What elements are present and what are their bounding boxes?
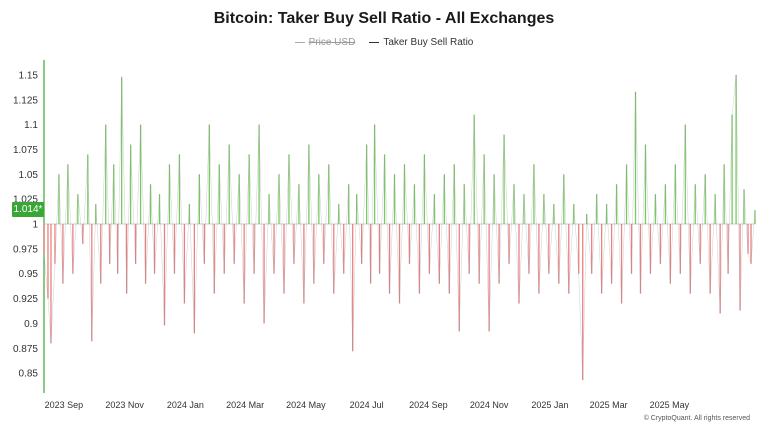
- legend-item-taker-ratio[interactable]: Taker Buy Sell Ratio: [369, 37, 473, 48]
- legend-item-price-usd[interactable]: Price USD: [294, 37, 356, 48]
- x-tick-label: 2024 Nov: [470, 400, 509, 410]
- y-tick-label: 0.85: [19, 369, 39, 380]
- x-tick-label: 2024 Jul: [350, 400, 384, 410]
- legend-swatch-taker-ratio: [369, 42, 380, 43]
- y-tick-label: 0.925: [13, 294, 38, 305]
- y-tick-label: 0.975: [13, 244, 38, 255]
- y-tick-label: 1.1: [24, 120, 38, 131]
- copyright-credit: © CryptoQuant. All rights reserved: [643, 415, 750, 422]
- x-tick-label: 2025 Jan: [531, 400, 568, 410]
- x-tick-label: 2023 Sep: [45, 400, 84, 410]
- current-value-badge: 1.014*: [12, 202, 44, 217]
- chart-title: Bitcoin: Taker Buy Sell Ratio - All Exch…: [213, 10, 555, 27]
- x-tick-label: 2024 Jan: [167, 400, 204, 410]
- y-tick-label: 1.05: [19, 170, 39, 181]
- legend-label-taker-ratio: Taker Buy Sell Ratio: [383, 37, 474, 48]
- legend-swatch-price-usd: [294, 42, 305, 43]
- y-tick-label: 1: [32, 220, 38, 231]
- y-tick-label: 1.025: [13, 195, 38, 206]
- x-tick-label: 2023 Nov: [105, 400, 144, 410]
- x-tick-label: 2025 Mar: [590, 400, 628, 410]
- legend: Price USD Taker Buy Sell Ratio: [0, 37, 768, 48]
- x-tick-label: 2024 Mar: [226, 400, 264, 410]
- legend-label-price-usd: Price USD: [308, 37, 356, 48]
- y-tick-label: 1.125: [13, 95, 38, 106]
- y-tick-label: 1.075: [13, 145, 38, 156]
- x-tick-label: 2024 May: [286, 400, 326, 410]
- x-tick-label: 2025 May: [650, 400, 690, 410]
- x-tick-label: 2024 Sep: [409, 400, 448, 410]
- y-tick-label: 0.95: [19, 269, 39, 280]
- y-tick-label: 0.875: [13, 344, 38, 355]
- y-tick-label: 1.15: [19, 70, 39, 81]
- series-line: [43, 74, 756, 381]
- y-tick-label: 0.9: [24, 319, 38, 330]
